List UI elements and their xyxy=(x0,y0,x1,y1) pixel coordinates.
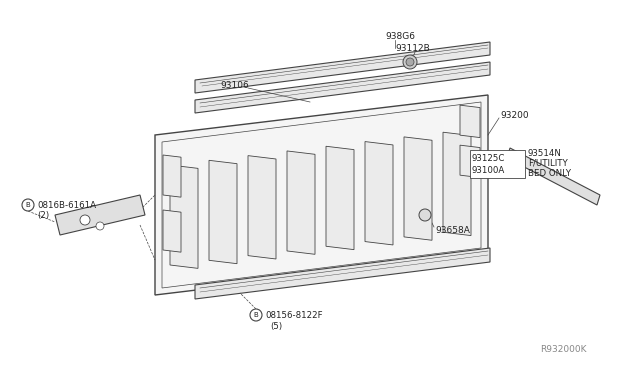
Circle shape xyxy=(403,55,417,69)
Polygon shape xyxy=(287,151,315,254)
Text: (2): (2) xyxy=(37,211,49,219)
Polygon shape xyxy=(460,145,480,177)
Circle shape xyxy=(516,158,524,166)
Text: 93514N: 93514N xyxy=(528,148,562,157)
Polygon shape xyxy=(326,146,354,250)
Circle shape xyxy=(250,309,262,321)
Text: F/UTILITY: F/UTILITY xyxy=(528,158,568,167)
Circle shape xyxy=(406,58,414,66)
Polygon shape xyxy=(195,248,490,299)
Polygon shape xyxy=(163,155,181,197)
Text: 93112B: 93112B xyxy=(395,44,429,52)
Polygon shape xyxy=(507,148,600,205)
Polygon shape xyxy=(209,160,237,264)
Text: 93106: 93106 xyxy=(220,80,249,90)
Circle shape xyxy=(419,209,431,221)
Text: 93100A: 93100A xyxy=(472,166,505,174)
Text: 0816B-6161A: 0816B-6161A xyxy=(37,201,96,209)
Circle shape xyxy=(510,151,520,161)
Polygon shape xyxy=(443,132,471,235)
Polygon shape xyxy=(155,95,488,295)
Text: 938G6: 938G6 xyxy=(385,32,415,41)
Text: 08156-8122F: 08156-8122F xyxy=(265,311,323,320)
Polygon shape xyxy=(195,42,490,93)
Text: 93658A: 93658A xyxy=(435,225,470,234)
Text: R932000K: R932000K xyxy=(540,346,586,355)
Polygon shape xyxy=(163,210,181,252)
Polygon shape xyxy=(404,137,432,240)
Text: BED ONLY: BED ONLY xyxy=(528,169,571,177)
Polygon shape xyxy=(55,195,145,235)
Polygon shape xyxy=(170,165,198,268)
Polygon shape xyxy=(248,155,276,259)
Circle shape xyxy=(96,222,104,230)
Polygon shape xyxy=(460,105,480,138)
Polygon shape xyxy=(162,102,481,288)
Text: 93200: 93200 xyxy=(500,110,529,119)
Text: B: B xyxy=(26,202,30,208)
Circle shape xyxy=(22,199,34,211)
Polygon shape xyxy=(195,62,490,113)
Text: 93125C: 93125C xyxy=(472,154,506,163)
Text: (5): (5) xyxy=(270,323,282,331)
Text: B: B xyxy=(253,312,259,318)
Circle shape xyxy=(80,215,90,225)
Polygon shape xyxy=(365,142,393,245)
Bar xyxy=(470,150,525,178)
